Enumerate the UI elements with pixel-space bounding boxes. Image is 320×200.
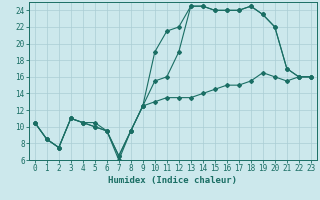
X-axis label: Humidex (Indice chaleur): Humidex (Indice chaleur) (108, 176, 237, 185)
